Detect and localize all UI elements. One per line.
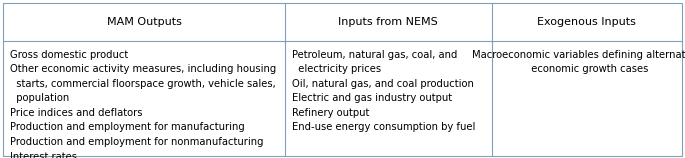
Text: Macroeconomic variables defining alternative: Macroeconomic variables defining alterna… xyxy=(473,50,685,60)
Text: Price indices and deflators: Price indices and deflators xyxy=(10,108,142,118)
Text: MAM Outputs: MAM Outputs xyxy=(107,17,182,27)
Text: Production and employment for manufacturing: Production and employment for manufactur… xyxy=(10,122,245,132)
Text: Electric and gas industry output: Electric and gas industry output xyxy=(292,93,452,103)
Text: electricity prices: electricity prices xyxy=(292,64,381,74)
Text: Interest rates: Interest rates xyxy=(10,152,77,158)
Text: Inputs from NEMS: Inputs from NEMS xyxy=(338,17,438,27)
Text: Refinery output: Refinery output xyxy=(292,108,369,118)
Text: End-use energy consumption by fuel: End-use energy consumption by fuel xyxy=(292,122,475,132)
Text: Oil, natural gas, and coal production: Oil, natural gas, and coal production xyxy=(292,79,473,89)
Text: population: population xyxy=(10,93,69,103)
Text: economic growth cases: economic growth cases xyxy=(525,64,648,74)
Text: starts, commercial floorspace growth, vehicle sales,: starts, commercial floorspace growth, ve… xyxy=(10,79,276,89)
Text: Gross domestic product: Gross domestic product xyxy=(10,50,129,60)
Text: Petroleum, natural gas, coal, and: Petroleum, natural gas, coal, and xyxy=(292,50,457,60)
Text: Exogenous Inputs: Exogenous Inputs xyxy=(537,17,636,27)
Text: Production and employment for nonmanufacturing: Production and employment for nonmanufac… xyxy=(10,137,264,147)
Text: Other economic activity measures, including housing: Other economic activity measures, includ… xyxy=(10,64,277,74)
